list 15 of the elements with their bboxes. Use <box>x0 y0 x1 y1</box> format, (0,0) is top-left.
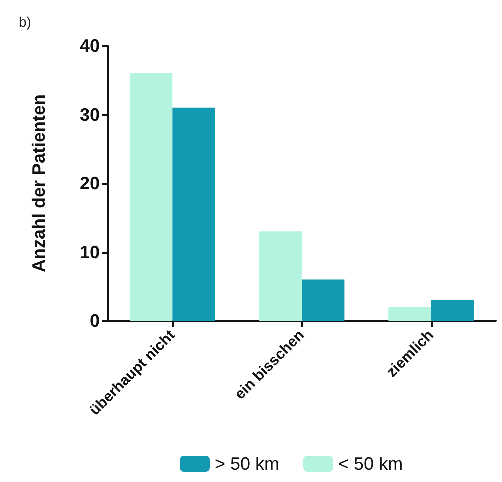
bar <box>130 74 173 321</box>
legend-label: < 50 km <box>338 454 404 474</box>
y-axis-title: Anzahl der Patienten <box>29 94 49 273</box>
y-tick-label: 40 <box>80 36 100 56</box>
y-tick-label: 20 <box>80 174 100 194</box>
legend-label: > 50 km <box>215 454 280 474</box>
chart-title: b) <box>19 14 32 30</box>
bar <box>172 108 216 321</box>
bar <box>431 300 474 321</box>
y-tick-label: 10 <box>80 242 100 262</box>
bar <box>302 280 345 321</box>
bar <box>388 307 432 321</box>
y-tick-label: 0 <box>90 311 100 331</box>
bar <box>259 232 302 321</box>
y-tick-label: 30 <box>80 104 100 125</box>
